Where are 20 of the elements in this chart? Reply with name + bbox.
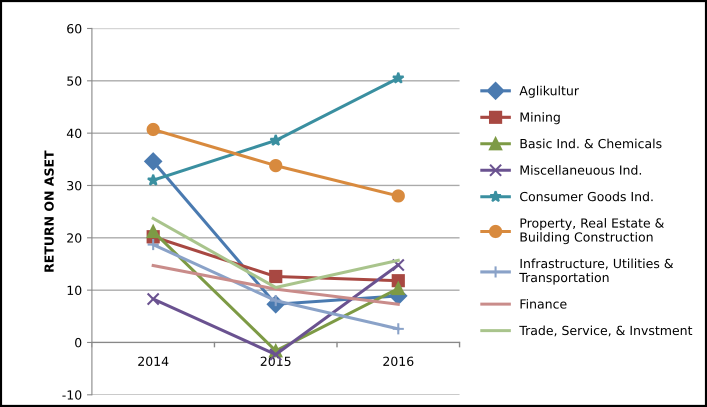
y-tick-label: 40 (66, 128, 82, 138)
y-tick-label: 30 (67, 180, 82, 190)
y-tick-label: 20 (67, 233, 82, 243)
x-tick-label: 2014 (138, 356, 168, 366)
y-tick-label: 0 (75, 338, 82, 348)
y-tick-label: 50 (67, 76, 82, 86)
y-tick-label: 10 (68, 286, 82, 296)
legend-label: Finance (520, 299, 566, 309)
y-tick-label: 60 (67, 24, 82, 34)
legend-label: Mining (520, 112, 560, 124)
legend-label: Miscellaneuous Ind. (520, 165, 642, 175)
y-axis-title: RETURN ON ASET (44, 150, 54, 272)
x-tick-label: 2016 (383, 356, 414, 366)
legend-label: Aglikultur (519, 86, 579, 98)
legend-label: Consumer Goods Ind. (520, 192, 653, 202)
y-tick-label: -10 (62, 390, 82, 400)
legend-label: Property, Real Estate & Building Construction (520, 218, 664, 244)
legend-label: Basic Ind. & Chemicals (520, 138, 662, 148)
legend-label: Infrastructure, Utilities & Transportation (519, 258, 674, 285)
legend-label: Trade, Service, & Invstment (519, 325, 692, 336)
